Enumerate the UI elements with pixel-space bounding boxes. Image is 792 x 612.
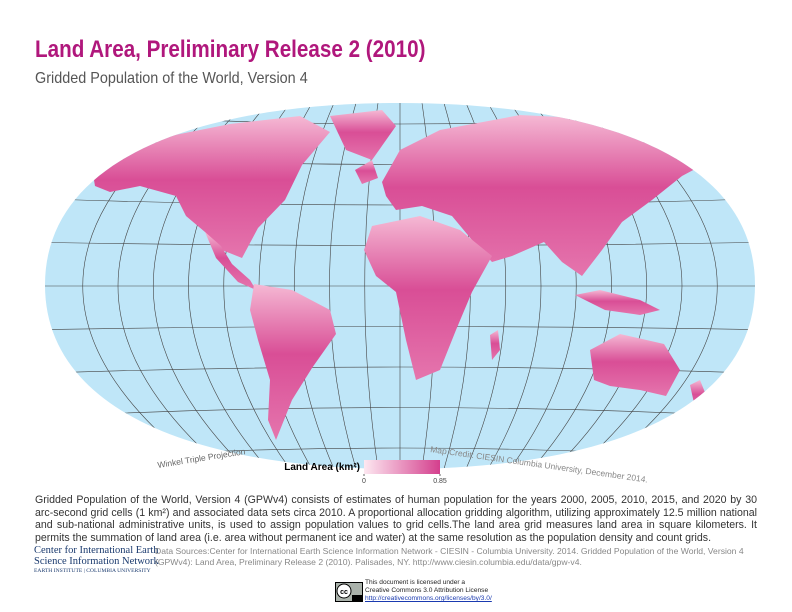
license-line: This document is licensed under a [365,579,466,586]
org-line: EARTH INSTITUTE | COLUMBIA UNIVERSITY [34,568,151,574]
description: Gridded Population of the World, Version… [35,494,757,544]
license-line: Creative Commons 3.0 Attribution License [365,587,489,594]
org-logo: Center for International Earth Science I… [34,545,159,576]
subtitle: Gridded Population of the World, Version… [35,70,308,87]
map: Winkel Triple Projection Map Credit: CIE… [45,103,755,485]
land [92,110,712,440]
legend-tick-label: 0.85 [433,478,447,485]
projection-label: Winkel Triple Projection [157,446,247,470]
org-line: Science Information Network [34,556,159,567]
parallel [45,407,755,419]
parallel [45,326,755,331]
cc-badge: cc [335,582,363,602]
legend-title: Land Area (km²) [284,462,360,473]
legend-tick-label: 0 [362,478,366,485]
title: Land Area, Preliminary Release 2 (2010) [35,36,426,63]
legend-colorbar [364,460,440,474]
svg-text:cc: cc [340,589,348,596]
license: This document is licensed under a Creati… [365,579,492,603]
data-sources: Data Sources:Center for International Ea… [155,546,744,567]
license-link[interactable]: http://creativecommons.org/licenses/by/3… [365,595,492,602]
org-line: Center for International Earth [34,545,159,556]
